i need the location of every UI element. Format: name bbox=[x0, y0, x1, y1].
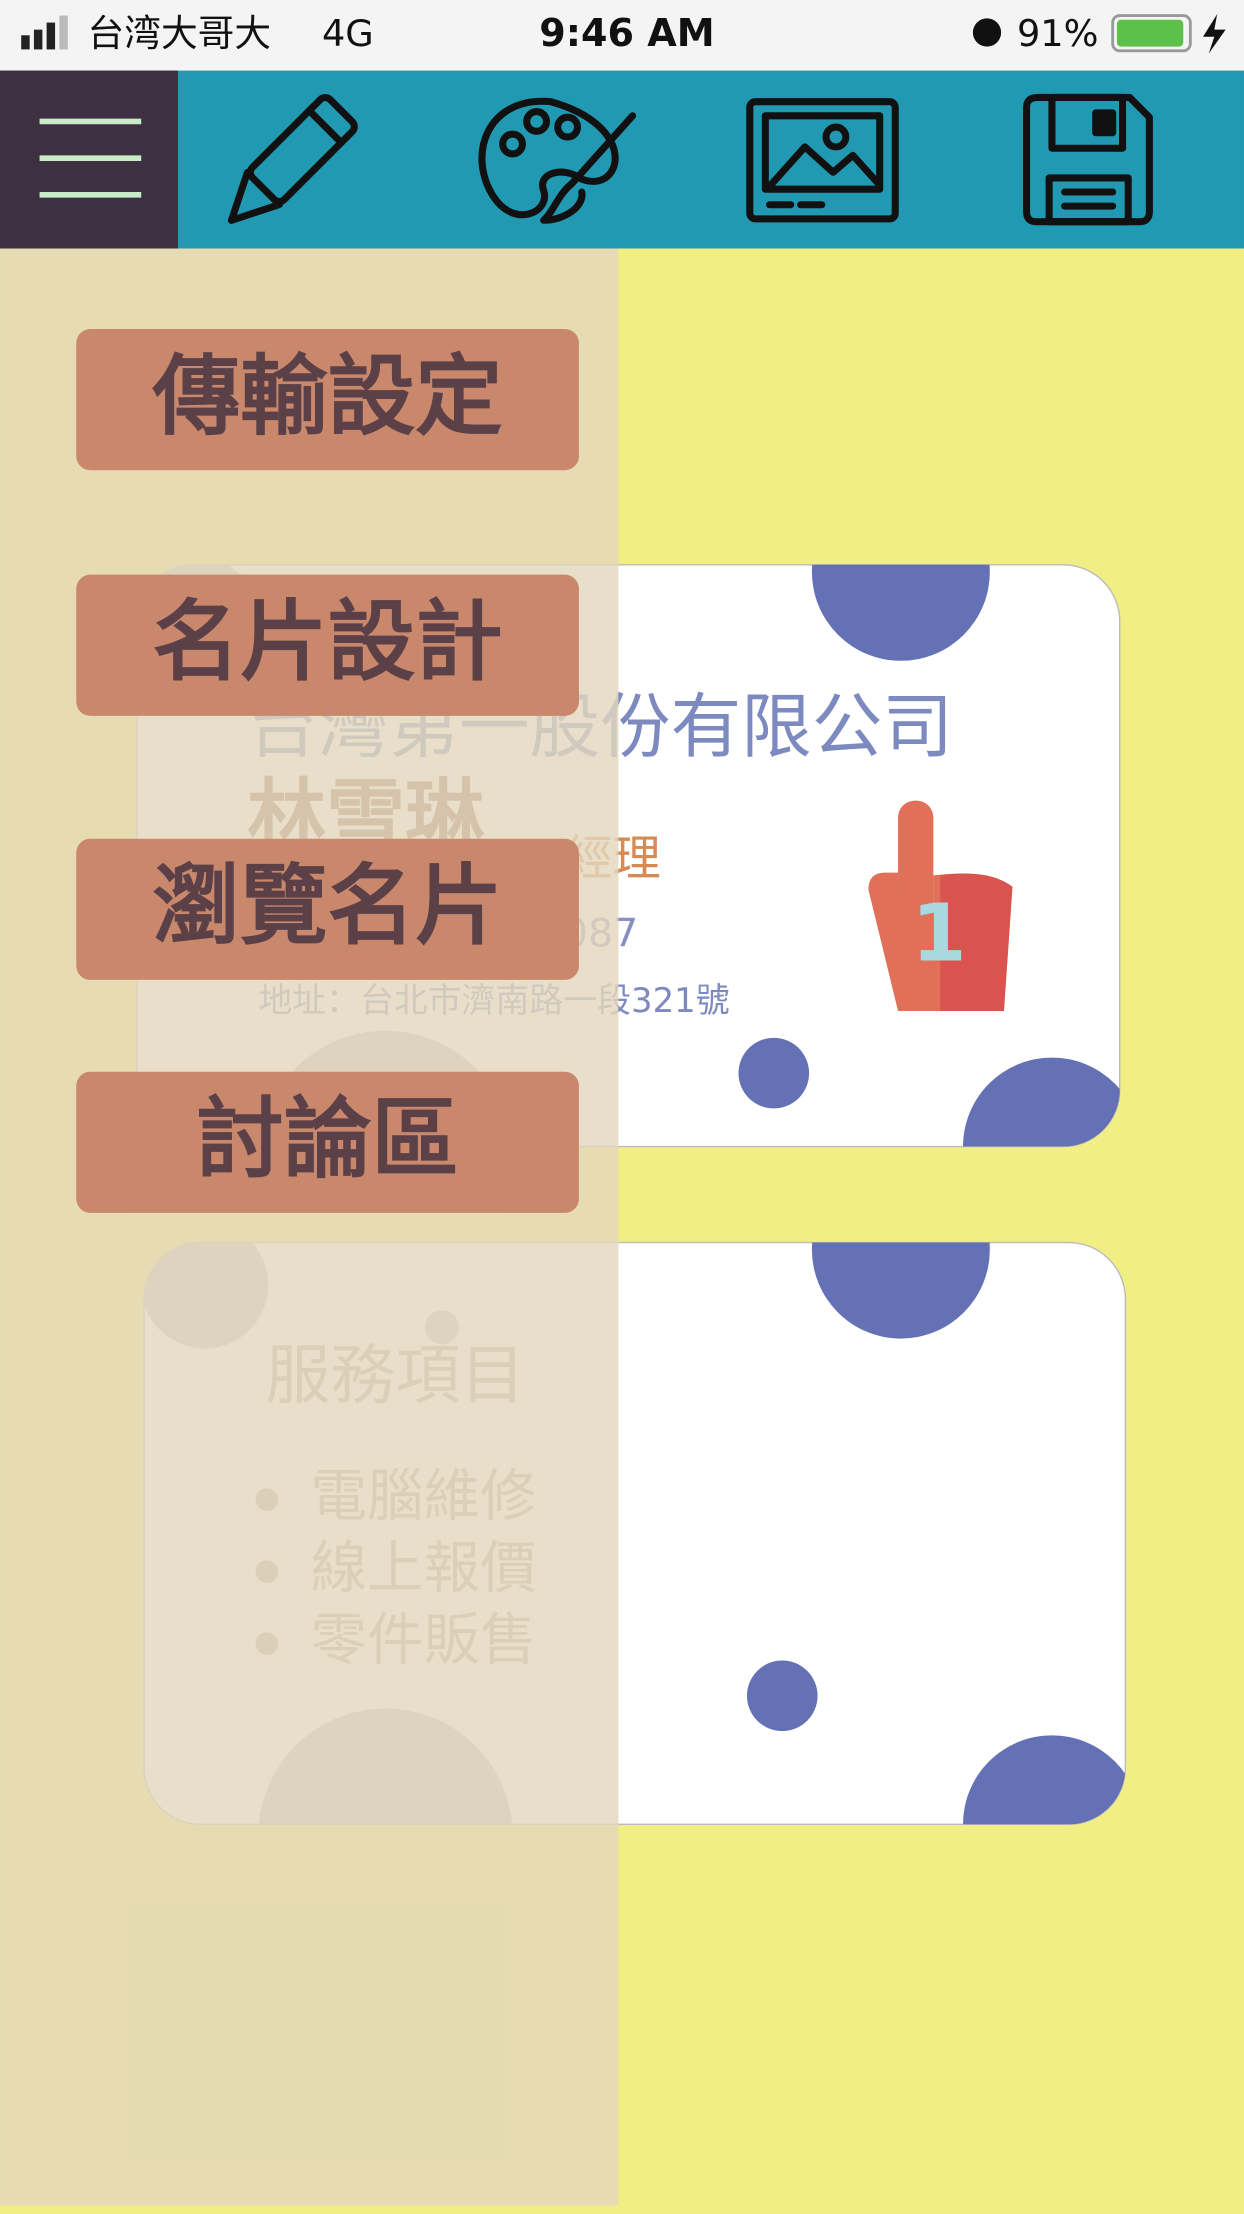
menu-item-label: 討論區 bbox=[196, 1088, 459, 1190]
menu-item-bg bbox=[76, 1071, 579, 1213]
battery-percent: 91% bbox=[1017, 12, 1099, 55]
toolbar bbox=[0, 70, 1244, 249]
menu-item[interactable]: 名片設計 bbox=[76, 574, 579, 716]
carrier: 台湾大哥大 bbox=[88, 12, 272, 55]
clock: 9:46 AM bbox=[539, 11, 714, 55]
menu-item-bg bbox=[76, 328, 579, 471]
hand-icon: 1 bbox=[868, 800, 1013, 1011]
status-bar: 台湾大哥大 4G 9:46 AM 91% bbox=[0, 0, 1244, 71]
palette-icon[interactable] bbox=[478, 97, 637, 224]
menu-item-bg bbox=[76, 574, 579, 716]
menu-item-label: 傳輸設定 bbox=[152, 345, 503, 447]
menu-item-label: 瀏覽名片 bbox=[153, 855, 503, 957]
menu-button[interactable] bbox=[0, 70, 178, 249]
badge-number: 1 bbox=[911, 887, 966, 979]
save-icon[interactable] bbox=[1023, 93, 1153, 226]
pencil-icon[interactable] bbox=[215, 94, 358, 237]
menu-item-bg bbox=[76, 838, 579, 980]
drawer bbox=[0, 248, 619, 2206]
menu-item[interactable]: 瀏覽名片 bbox=[76, 838, 579, 980]
network: 4G bbox=[322, 12, 374, 55]
image-icon[interactable] bbox=[746, 98, 899, 223]
menu-item-label: 名片設計 bbox=[153, 591, 503, 693]
menu-item[interactable]: 傳輸設定 bbox=[76, 328, 579, 471]
menu-item[interactable]: 討論區 bbox=[76, 1071, 579, 1213]
